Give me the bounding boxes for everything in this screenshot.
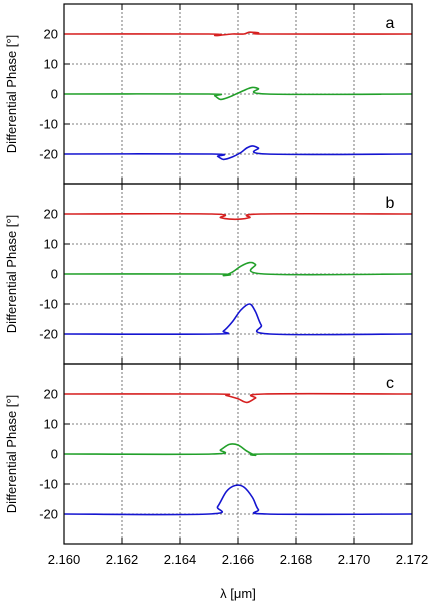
series-line-1 <box>63 392 413 404</box>
x-tick-label: 2.162 <box>106 552 139 567</box>
series-line-2 <box>63 443 413 457</box>
x-axis-label: λ [μm] <box>220 586 256 601</box>
panel-label: c <box>386 375 394 392</box>
series-line-2 <box>63 261 413 277</box>
panel-frame <box>63 363 413 545</box>
x-tick-label: 2.168 <box>280 552 313 567</box>
series-line-2 <box>63 86 413 101</box>
y-tick-label: 10 <box>44 57 58 72</box>
series-line-3 <box>63 484 413 516</box>
y-tick-label: -10 <box>39 117 58 132</box>
y-tick-label: 0 <box>51 87 58 102</box>
x-tick-label: 2.164 <box>164 552 197 567</box>
series-line-1 <box>63 31 413 37</box>
panel-a: -20 -10 0 10 20 a <box>39 3 413 185</box>
x-tick-label: 2.170 <box>338 552 371 567</box>
y-axis-label-a: Differential Phase [°] <box>4 35 19 153</box>
panel-label: b <box>386 195 395 212</box>
x-tick-label: 2.160 <box>48 552 81 567</box>
y-tick-label: 10 <box>44 417 58 432</box>
series-line-3 <box>63 303 413 336</box>
y-tick-label: 0 <box>51 447 58 462</box>
panel-b: -20 -10 0 10 20 b <box>39 183 413 365</box>
x-tick-label: 2.166 <box>222 552 255 567</box>
y-tick-label: 20 <box>44 27 58 42</box>
y-tick-label: -20 <box>39 507 58 522</box>
y-tick-label: 10 <box>44 237 58 252</box>
y-axis-label-c: Differential Phase [°] <box>4 395 19 513</box>
y-tick-label: 20 <box>44 207 58 222</box>
y-tick-label: -10 <box>39 477 58 492</box>
y-tick-label: -20 <box>39 147 58 162</box>
panel-label: a <box>386 15 395 32</box>
panel-c: -20 -10 0 10 20 c <box>39 363 413 545</box>
x-tick-label: 2.172 <box>396 552 429 567</box>
series-line-1 <box>63 212 413 221</box>
series-line-3 <box>63 145 413 161</box>
y-axis-label-b: Differential Phase [°] <box>4 215 19 333</box>
y-tick-label: 0 <box>51 267 58 282</box>
y-tick-label: -10 <box>39 297 58 312</box>
y-tick-label: -20 <box>39 327 58 342</box>
y-tick-label: 20 <box>44 387 58 402</box>
